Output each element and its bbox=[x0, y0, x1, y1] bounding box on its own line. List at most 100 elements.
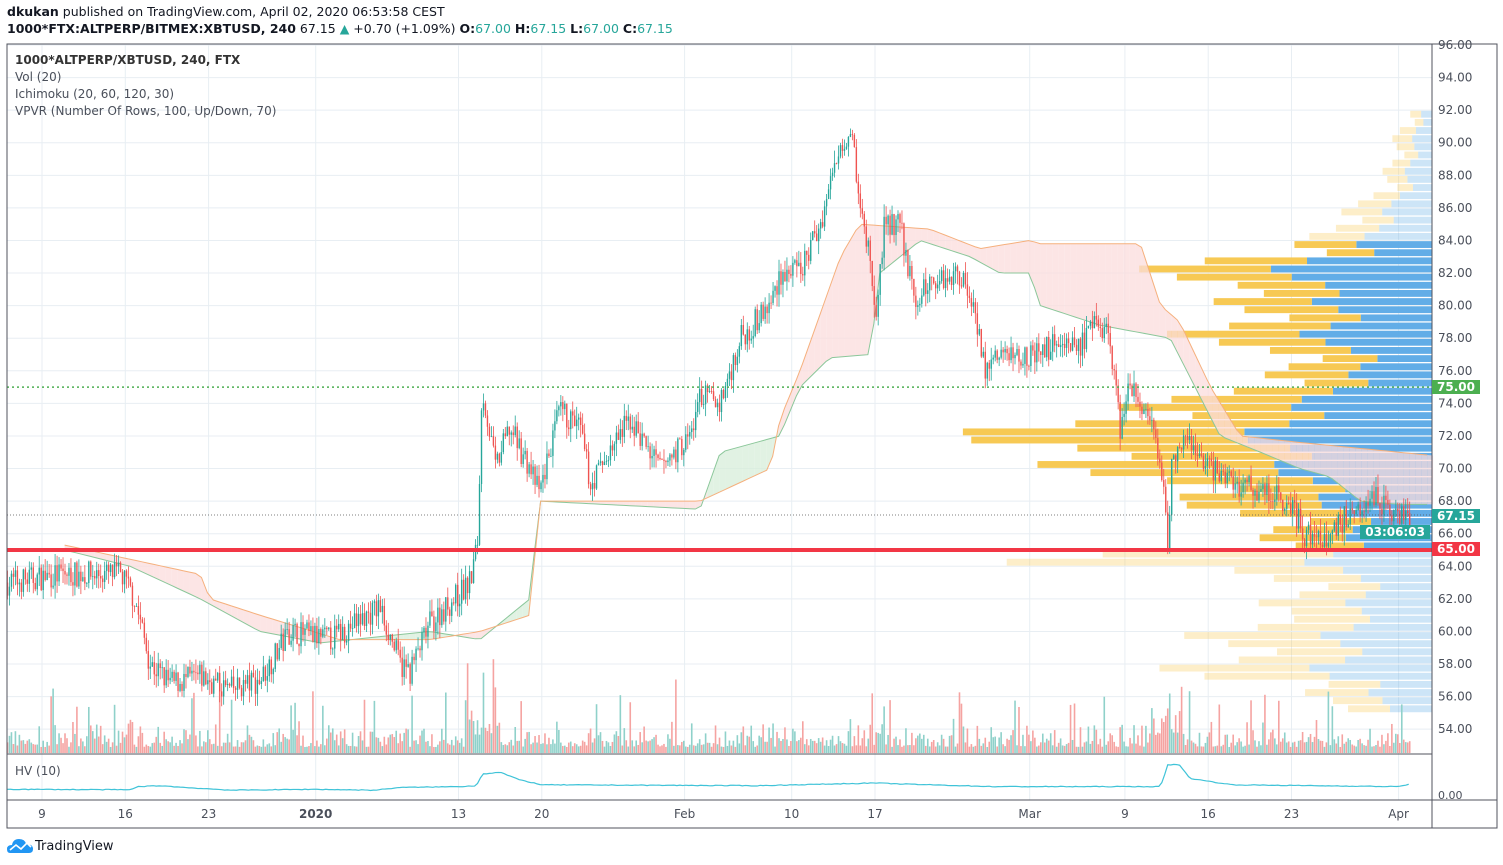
candle-down bbox=[1091, 321, 1094, 329]
candle-down bbox=[1157, 437, 1159, 459]
volume-bar bbox=[887, 734, 889, 753]
candle-down bbox=[145, 637, 148, 652]
volume-bar bbox=[423, 728, 425, 753]
candle-up bbox=[702, 404, 705, 406]
volume-bar bbox=[728, 740, 731, 753]
volume-bar bbox=[883, 706, 885, 753]
candle-up bbox=[1036, 343, 1038, 363]
volume-bar bbox=[208, 739, 211, 753]
candle-down bbox=[1288, 503, 1290, 504]
candle-up bbox=[46, 572, 48, 580]
volume-bar bbox=[1285, 742, 1288, 753]
candle-down bbox=[1373, 491, 1375, 506]
volume-bar bbox=[1279, 741, 1282, 753]
vp-down-bar bbox=[1218, 338, 1326, 346]
vp-down-bar bbox=[1238, 656, 1346, 664]
volume-bar bbox=[1204, 742, 1207, 753]
cloud-segment bbox=[1088, 243, 1094, 324]
volume-bar bbox=[819, 741, 822, 753]
candle-up bbox=[909, 265, 911, 277]
cloud-segment bbox=[118, 556, 125, 565]
volume-bar bbox=[159, 742, 162, 753]
volume-bar bbox=[554, 743, 556, 753]
candle-down bbox=[538, 475, 540, 490]
cloud-segment bbox=[195, 573, 202, 600]
volume-bar bbox=[1073, 703, 1076, 753]
candle-up bbox=[1357, 504, 1359, 511]
axes[interactable]: 96.0094.0092.0090.0088.0086.0084.0082.00… bbox=[38, 38, 1472, 821]
candle-up bbox=[445, 597, 447, 622]
candle-up bbox=[175, 672, 177, 681]
volume-bar bbox=[220, 746, 223, 753]
tradingview-logo[interactable]: TradingView bbox=[7, 838, 114, 854]
candle-up bbox=[812, 231, 814, 241]
volume-bar bbox=[252, 740, 255, 753]
candle-up bbox=[1242, 482, 1244, 493]
cloud-segment bbox=[1212, 390, 1219, 434]
candle-up bbox=[1042, 344, 1044, 355]
candle-down bbox=[240, 687, 243, 697]
candle-down bbox=[339, 623, 342, 640]
candle-down bbox=[1153, 419, 1155, 430]
volume-bar bbox=[260, 746, 263, 753]
volume-bar bbox=[38, 726, 41, 753]
volume-bar bbox=[792, 728, 794, 753]
candle-up bbox=[478, 483, 481, 545]
volume-bar bbox=[1147, 742, 1149, 753]
candle-up bbox=[944, 278, 947, 288]
candle-up bbox=[704, 385, 707, 405]
volume-bar bbox=[78, 746, 80, 753]
candle-up bbox=[510, 432, 512, 435]
author-name[interactable]: dkukan bbox=[7, 4, 59, 19]
volume-bar bbox=[909, 745, 911, 753]
volume-bar bbox=[1057, 742, 1060, 753]
horizontal-lines[interactable] bbox=[7, 386, 1432, 552]
volume-bar bbox=[1230, 742, 1233, 753]
hv-legend[interactable]: HV (10) bbox=[15, 764, 61, 778]
time-tick-label: 2020 bbox=[299, 807, 332, 821]
volume-bar bbox=[1040, 742, 1042, 753]
volume-bar bbox=[1067, 742, 1070, 753]
candle-up bbox=[14, 570, 17, 577]
candle-down bbox=[617, 432, 620, 440]
volume-bar bbox=[536, 742, 538, 753]
legend-volume[interactable]: Vol (20) bbox=[15, 70, 62, 84]
volume-bar bbox=[1258, 741, 1260, 753]
candle-up bbox=[1361, 511, 1363, 516]
volume-bar bbox=[1311, 742, 1314, 753]
candle-down bbox=[1069, 343, 1072, 351]
symbol-header: 1000*FTX:ALTPERP/BITMEX:XBTUSD, 240 67.1… bbox=[7, 21, 673, 36]
volume-bar bbox=[510, 739, 513, 753]
candle-down bbox=[270, 659, 272, 675]
vp-up-bar bbox=[1291, 404, 1432, 411]
candle-down bbox=[601, 461, 604, 466]
candle-up bbox=[653, 449, 655, 456]
candle-down bbox=[153, 662, 155, 675]
cloud-segment bbox=[1070, 243, 1077, 318]
cloud-segment bbox=[1349, 447, 1356, 498]
legend-ichimoku[interactable]: Ichimoku (20, 60, 120, 30) bbox=[15, 87, 175, 101]
candle-up bbox=[1000, 349, 1002, 358]
legend-vpvr[interactable]: VPVR (Number Of Rows, 100, Up/Down, 70) bbox=[15, 104, 277, 118]
candle-down bbox=[587, 451, 590, 485]
candle-down bbox=[1272, 501, 1274, 503]
volume-bar bbox=[871, 693, 874, 753]
volume-bar bbox=[238, 746, 241, 753]
vp-up-bar bbox=[1377, 355, 1432, 363]
candle-down bbox=[1379, 503, 1381, 509]
volume-bar bbox=[292, 729, 294, 753]
candle-down bbox=[712, 391, 715, 400]
volume-bar bbox=[839, 741, 842, 753]
volume-bar bbox=[936, 742, 939, 753]
volume-bar bbox=[1061, 745, 1064, 753]
candle-down bbox=[399, 649, 401, 658]
volume-bar bbox=[609, 745, 612, 753]
cloud-segment bbox=[88, 550, 95, 558]
volume-bar bbox=[111, 742, 114, 753]
volume-bar bbox=[651, 739, 653, 753]
volume-bar bbox=[363, 699, 366, 753]
candle-down bbox=[1008, 353, 1010, 361]
candle-up bbox=[22, 569, 25, 592]
volume-bar bbox=[54, 725, 56, 753]
